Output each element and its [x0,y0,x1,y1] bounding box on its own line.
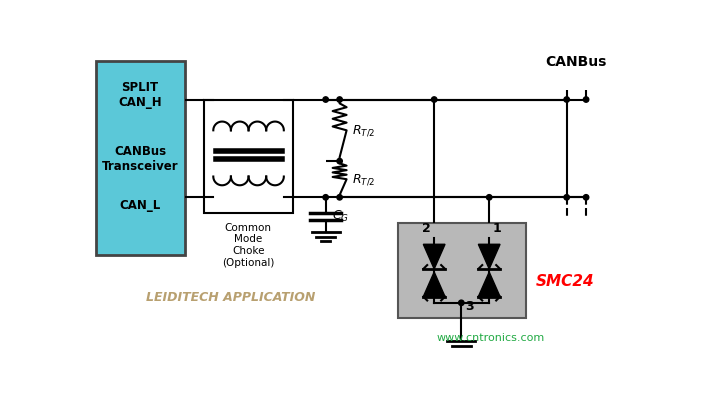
Circle shape [486,195,492,200]
Text: $R_{T/2}$: $R_{T/2}$ [352,123,376,138]
Circle shape [323,195,329,200]
Text: SPLIT
CAN_H: SPLIT CAN_H [118,81,162,109]
Polygon shape [423,272,445,297]
Text: LEIDITECH APPLICATION: LEIDITECH APPLICATION [146,291,315,304]
Text: $C_G$: $C_G$ [332,209,349,224]
Circle shape [323,97,329,102]
Text: www.cntronics.com: www.cntronics.com [437,333,545,343]
Text: 2: 2 [422,222,431,235]
Circle shape [564,97,569,102]
Polygon shape [478,244,500,269]
Polygon shape [423,244,445,269]
Circle shape [337,97,343,102]
Text: Common
Mode
Choke
(Optional): Common Mode Choke (Optional) [222,223,274,268]
Text: 3: 3 [465,301,473,314]
Circle shape [337,195,343,200]
Text: SMC24: SMC24 [536,274,595,289]
Circle shape [337,158,343,164]
Bar [398,223,526,318]
Circle shape [583,97,589,102]
Text: CANBus
Transceiver: CANBus Transceiver [102,145,178,173]
Circle shape [458,300,464,305]
Circle shape [564,195,569,200]
Circle shape [432,97,437,102]
Polygon shape [478,272,500,297]
Bar [95,61,185,255]
Bar [204,99,293,213]
Text: CAN_L: CAN_L [119,198,161,211]
Circle shape [583,195,589,200]
Text: CANBus: CANBus [545,55,607,70]
Text: $R_{T/2}$: $R_{T/2}$ [352,172,376,187]
Text: 1: 1 [493,222,501,235]
